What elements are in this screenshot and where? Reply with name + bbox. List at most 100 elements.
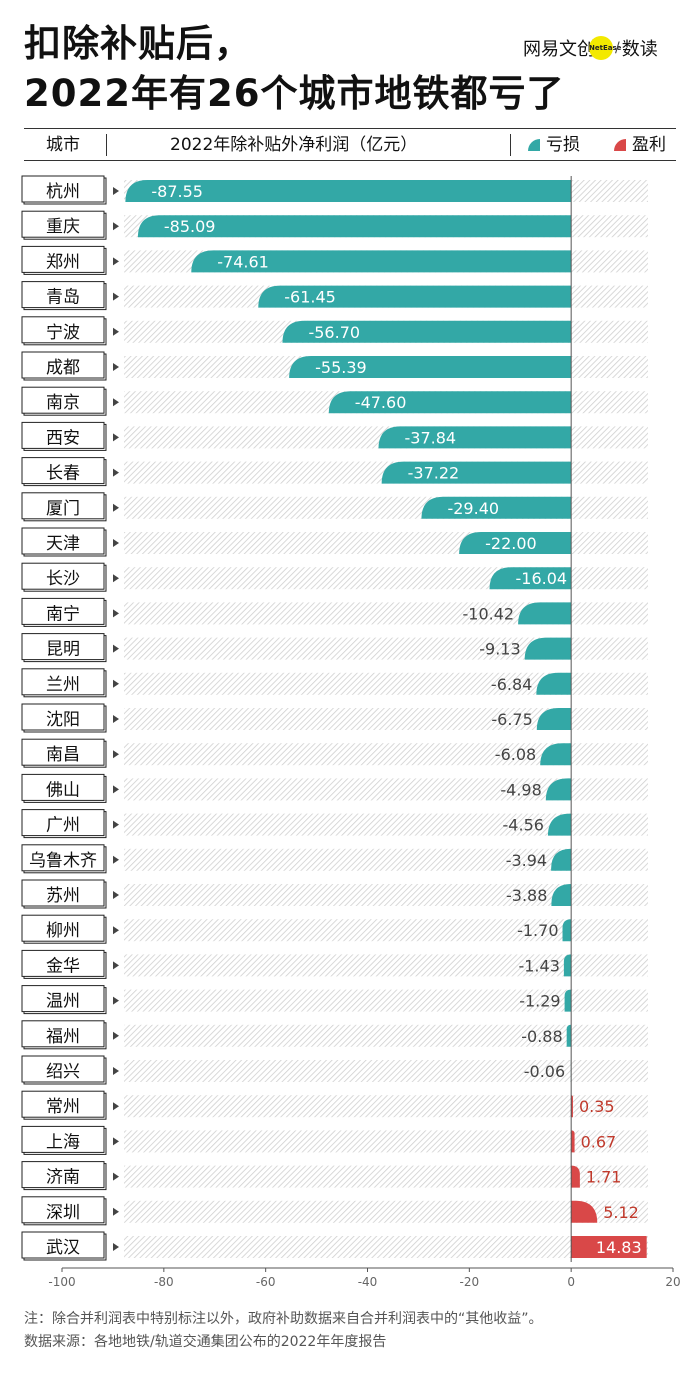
bar-value-label: -55.39 <box>315 358 367 377</box>
data-source: 数据来源：各地地铁/轨道交通集团公布的2022年年度报告 <box>24 1334 387 1350</box>
city-label-box <box>21 1020 105 1048</box>
row-arrow-marker <box>113 1031 119 1040</box>
bar-track <box>124 848 648 871</box>
city-label-box <box>21 457 105 485</box>
bar-loss <box>381 461 572 484</box>
row-arrow-marker <box>113 715 119 723</box>
city-label: 上海 <box>46 1132 80 1152</box>
bar-value-label: -47.60 <box>355 393 407 412</box>
city-label: 乌鲁木齐 <box>29 851 97 871</box>
city-label-box <box>21 668 105 696</box>
city-label-box <box>21 1231 105 1259</box>
city-label-box <box>21 386 105 414</box>
bar-value-label: -6.75 <box>491 710 532 729</box>
footnote: 注：除合并利润表中特别标注以外，政府补助数据来自合并利润表中的“其他收益”。 <box>24 1311 543 1327</box>
bar-value-label: -85.09 <box>164 217 216 236</box>
bar-value-label: -9.13 <box>479 640 520 659</box>
row-arrow-marker <box>113 1172 119 1181</box>
row-arrow-marker <box>113 961 119 970</box>
city-column-header: 城市 <box>46 135 80 155</box>
city-label: 重庆 <box>46 217 80 237</box>
chart-row: 广州 -4.56 <box>21 809 648 839</box>
bar-track <box>124 1060 648 1082</box>
bar-loss <box>518 602 572 625</box>
city-label: 厦门 <box>46 499 80 519</box>
city-label: 金华 <box>46 956 80 976</box>
bar-track <box>124 1200 648 1223</box>
chart-row: 兰州 -6.84 <box>21 668 648 698</box>
city-label-box <box>21 492 105 520</box>
bar-value-label: -87.55 <box>151 182 203 201</box>
city-label-box <box>21 879 105 907</box>
chart-row: 苏州 -3.88 <box>21 879 648 909</box>
bar-value-label: -1.70 <box>517 921 558 940</box>
city-label-box <box>21 738 105 766</box>
bar-value-label: 0.67 <box>581 1132 617 1151</box>
city-label: 成都 <box>46 358 80 378</box>
x-tick-label: -60 <box>256 1275 276 1289</box>
city-label: 深圳 <box>46 1203 80 1223</box>
city-label-box <box>21 351 105 379</box>
bar-loss <box>536 672 572 695</box>
chart-row: 厦门 -29.40 <box>21 492 648 522</box>
bar-value-label: -1.43 <box>518 956 559 975</box>
bar-value-label: -37.84 <box>404 428 456 447</box>
row-arrow-marker <box>113 468 119 477</box>
bar-loss <box>125 180 572 202</box>
chart-row: 沈阳 -6.75 <box>21 703 648 733</box>
city-label-box <box>21 527 105 555</box>
bar-loss <box>564 989 572 1012</box>
bar-loss <box>545 778 572 801</box>
row-arrow-marker <box>113 820 119 829</box>
chart-row: 乌鲁木齐 -3.94 <box>21 844 648 874</box>
city-label-box <box>21 985 105 1013</box>
city-label-box <box>21 1090 105 1118</box>
row-arrow-marker <box>113 1102 119 1111</box>
chart-row: 重庆 -85.09 <box>21 210 648 240</box>
bar-loss <box>137 215 572 238</box>
bar-value-label: -6.84 <box>491 675 532 694</box>
city-label: 杭州 <box>46 182 80 202</box>
bar-track <box>124 672 648 695</box>
bar-value-label: -3.88 <box>506 886 547 905</box>
legend-loss-label: 亏损 <box>546 135 580 155</box>
chart-row: 柳州 -1.70 <box>21 914 648 944</box>
bar-loss <box>378 426 572 449</box>
bar-value-label: 5.12 <box>603 1203 639 1222</box>
x-tick-label: -100 <box>48 1275 75 1289</box>
chart-row: 长沙 -16.04 <box>21 562 648 592</box>
city-label: 长沙 <box>46 569 80 589</box>
brand-slash: / <box>615 40 620 56</box>
city-label-box <box>21 949 105 977</box>
bar-loss <box>289 356 572 378</box>
bar-value-label: -3.94 <box>506 851 547 870</box>
city-label: 常州 <box>46 1097 80 1117</box>
city-label: 佛山 <box>46 780 80 800</box>
city-label: 兰州 <box>46 675 80 695</box>
city-label-box <box>21 809 105 837</box>
value-column-header: 2022年除补贴外净利润（亿元） <box>170 135 418 155</box>
x-tick-label: -80 <box>154 1275 174 1289</box>
brand-logo: 网易文创 NetEase / 数读 <box>523 36 658 60</box>
chart-row: 福州 -0.88 <box>21 1020 648 1050</box>
bar-loss <box>566 1024 572 1047</box>
bar-loss <box>563 954 572 977</box>
bar-track <box>124 954 648 977</box>
brand-section: 数读 <box>621 39 658 60</box>
bar-track <box>124 1130 648 1153</box>
city-label: 天津 <box>46 534 80 554</box>
row-arrow-marker <box>113 1207 119 1216</box>
bar-track <box>124 708 648 730</box>
city-label: 苏州 <box>46 886 80 906</box>
row-arrow-marker <box>113 363 119 371</box>
bar-value-label: 1.71 <box>586 1168 622 1187</box>
row-arrow-marker <box>113 855 119 864</box>
row-arrow-marker <box>113 503 119 512</box>
chart-row: 佛山 -4.98 <box>21 773 648 803</box>
bar-loss <box>547 813 572 836</box>
brand-badge: NetEase <box>589 36 621 60</box>
city-label-box <box>21 1161 105 1189</box>
bar-value-label: -22.00 <box>485 534 537 553</box>
city-label: 南宁 <box>46 604 80 624</box>
bar-loss <box>191 250 572 273</box>
